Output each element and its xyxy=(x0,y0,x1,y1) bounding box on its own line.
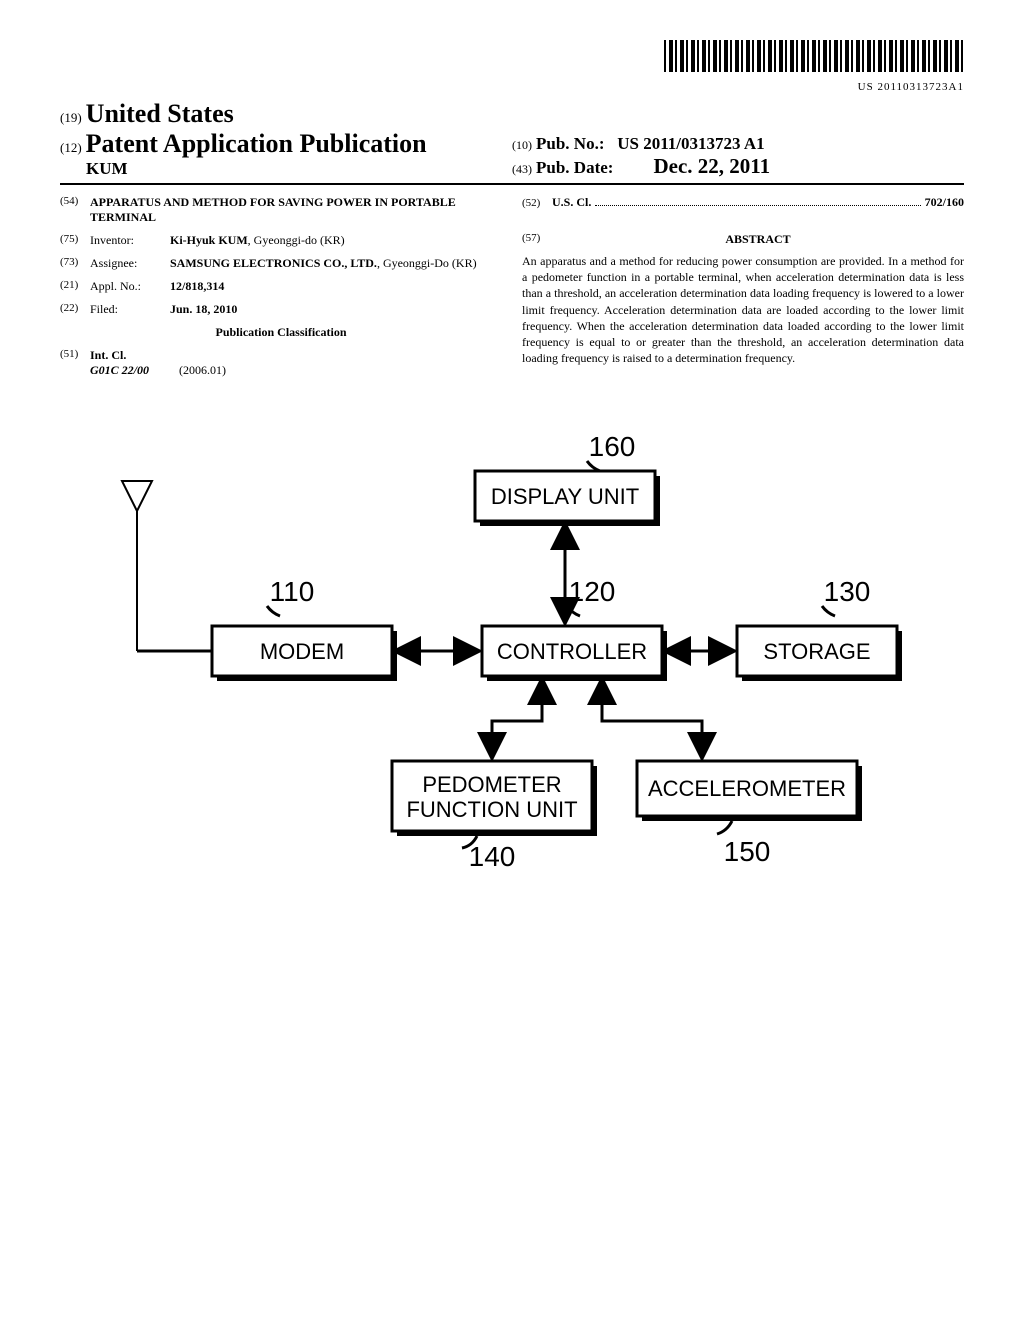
pub-no-label: Pub. No.: xyxy=(536,134,604,153)
left-column: (54) APPARATUS AND METHOD FOR SAVING POW… xyxy=(60,195,502,386)
accelerometer-ref: 150 xyxy=(724,836,771,867)
pub-class-heading: Publication Classification xyxy=(60,325,502,340)
barcode-area: US 20110313723A1 xyxy=(60,40,964,95)
appl-no-code: (21) xyxy=(60,279,90,294)
display-label: DISPLAY UNIT xyxy=(491,484,639,509)
appl-no: 12/818,314 xyxy=(170,279,224,293)
barcode-graphic xyxy=(664,40,964,72)
block-diagram: 160 DISPLAY UNIT 110 MODEM 120 CONTROLLE… xyxy=(60,416,964,886)
country: United States xyxy=(86,99,234,128)
patent-title: APPARATUS AND METHOD FOR SAVING POWER IN… xyxy=(90,195,502,225)
doc-type: Patent Application Publication xyxy=(86,129,427,158)
storage-block: 130 STORAGE xyxy=(737,576,902,681)
controller-ref: 120 xyxy=(569,576,616,607)
author-name: KUM xyxy=(60,159,128,178)
intcl-class: G01C 22/00 xyxy=(90,363,149,377)
doc-type-code: (12) xyxy=(60,140,82,155)
inventor-label: Inventor: xyxy=(90,233,170,248)
storage-label: STORAGE xyxy=(763,639,870,664)
intcl-year: (2006.01) xyxy=(179,363,226,377)
uscl-value: 702/160 xyxy=(925,195,964,210)
accelerometer-label: ACCELEROMETER xyxy=(648,776,846,801)
bibliographic-columns: (54) APPARATUS AND METHOD FOR SAVING POW… xyxy=(60,195,964,386)
abstract-section: (57) ABSTRACT An apparatus and a method … xyxy=(522,232,964,366)
inventor-row: (75) Inventor: Ki-Hyuk KUM, Gyeonggi-do … xyxy=(60,233,502,248)
right-column: (52) U.S. Cl. 702/160 (57) ABSTRACT An a… xyxy=(522,195,964,386)
inventor-location: , Gyeonggi-do (KR) xyxy=(248,233,345,247)
arrow-controller-pedometer-down xyxy=(492,681,542,756)
document-header: (19) United States (12) Patent Applicati… xyxy=(60,99,964,185)
pub-date-label: Pub. Date: xyxy=(536,158,613,177)
filed-row: (22) Filed: Jun. 18, 2010 xyxy=(60,302,502,317)
pub-date-code: (43) xyxy=(512,162,532,176)
accelerometer-block: ACCELEROMETER 150 xyxy=(637,761,862,867)
pedometer-ref: 140 xyxy=(469,841,516,872)
pub-no-code: (10) xyxy=(512,138,532,152)
uscl-code: (52) xyxy=(522,197,552,209)
assignee-location: , Gyeonggi-Do (KR) xyxy=(377,256,477,270)
controller-label: CONTROLLER xyxy=(497,639,647,664)
appl-no-row: (21) Appl. No.: 12/818,314 xyxy=(60,279,502,294)
uscl-row: (52) U.S. Cl. 702/160 xyxy=(522,195,964,210)
filed-label: Filed: xyxy=(90,302,170,317)
country-code: (19) xyxy=(60,110,82,125)
storage-ref: 130 xyxy=(824,576,871,607)
abstract-text: An apparatus and a method for reducing p… xyxy=(522,253,964,366)
uscl-label: U.S. Cl. xyxy=(552,195,591,210)
barcode-number: US 20110313723A1 xyxy=(858,81,964,93)
intcl-code: (51) xyxy=(60,348,90,378)
appl-no-label: Appl. No.: xyxy=(90,279,170,294)
pedometer-block: PEDOMETER FUNCTION UNIT 140 xyxy=(392,761,597,872)
modem-ref: 110 xyxy=(270,576,315,607)
abstract-heading: ABSTRACT xyxy=(552,232,964,247)
inventor-code: (75) xyxy=(60,233,90,248)
pub-date: Dec. 22, 2011 xyxy=(653,154,770,178)
header-right: (10) Pub. No.: US 2011/0313723 A1 (43) P… xyxy=(512,134,964,179)
dotted-leader xyxy=(595,195,920,206)
pedometer-label-2: FUNCTION UNIT xyxy=(406,797,577,822)
antenna-icon xyxy=(122,481,152,651)
assignee-label: Assignee: xyxy=(90,256,170,271)
filed-code: (22) xyxy=(60,302,90,317)
assignee-row: (73) Assignee: SAMSUNG ELECTRONICS CO., … xyxy=(60,256,502,271)
abstract-code: (57) xyxy=(522,232,552,253)
modem-block: 110 MODEM xyxy=(212,576,397,681)
pedometer-label-1: PEDOMETER xyxy=(422,772,561,797)
intcl-label: Int. Cl. xyxy=(90,348,126,362)
title-code: (54) xyxy=(60,195,90,225)
modem-label: MODEM xyxy=(260,639,344,664)
inventor-name: Ki-Hyuk KUM xyxy=(170,233,248,247)
intcl-row: (51) Int. Cl. G01C 22/00 (2006.01) xyxy=(60,348,502,378)
filed-date: Jun. 18, 2010 xyxy=(170,302,237,316)
assignee-code: (73) xyxy=(60,256,90,271)
display-ref: 160 xyxy=(589,431,636,462)
assignee-name: SAMSUNG ELECTRONICS CO., LTD. xyxy=(170,256,377,270)
arrow-controller-accel-down xyxy=(602,681,702,756)
controller-block: 120 CONTROLLER xyxy=(482,576,667,681)
display-unit-block: 160 DISPLAY UNIT xyxy=(475,431,660,526)
title-row: (54) APPARATUS AND METHOD FOR SAVING POW… xyxy=(60,195,502,225)
pub-no: US 2011/0313723 A1 xyxy=(617,134,764,153)
header-left: (19) United States (12) Patent Applicati… xyxy=(60,99,512,179)
